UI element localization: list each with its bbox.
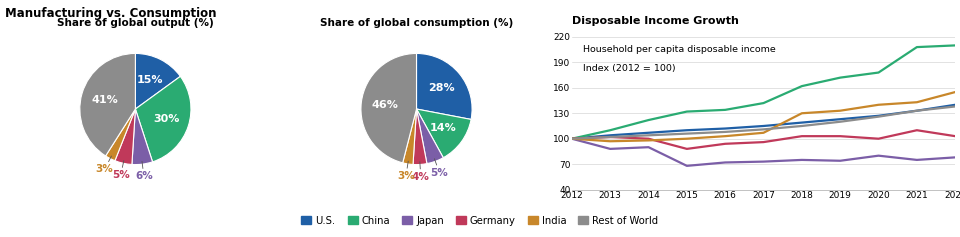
Text: 3%: 3%	[96, 156, 113, 174]
Text: 41%: 41%	[91, 95, 118, 105]
Text: Disposable Income Growth: Disposable Income Growth	[572, 16, 739, 26]
Wedge shape	[106, 109, 135, 161]
Text: 15%: 15%	[136, 75, 163, 85]
Wedge shape	[132, 109, 153, 164]
Wedge shape	[402, 109, 417, 164]
Wedge shape	[135, 54, 180, 109]
Text: 30%: 30%	[153, 114, 180, 124]
Text: Manufacturing vs. Consumption: Manufacturing vs. Consumption	[5, 7, 216, 20]
Text: 28%: 28%	[428, 83, 455, 93]
Legend: U.S., China, Japan, Germany, India, Rest of World: U.S., China, Japan, Germany, India, Rest…	[298, 212, 662, 230]
Title: Share of global consumption (%): Share of global consumption (%)	[320, 18, 514, 28]
Text: 46%: 46%	[372, 100, 398, 110]
Text: 5%: 5%	[431, 159, 448, 178]
Text: 3%: 3%	[397, 161, 415, 181]
Wedge shape	[80, 54, 135, 156]
Text: 4%: 4%	[412, 162, 430, 182]
Wedge shape	[417, 54, 472, 119]
Title: Share of global output (%): Share of global output (%)	[57, 18, 214, 28]
Wedge shape	[135, 76, 191, 162]
Text: Household per capita disposable income: Household per capita disposable income	[584, 45, 776, 54]
Wedge shape	[115, 109, 135, 164]
Wedge shape	[361, 54, 417, 163]
Wedge shape	[413, 109, 427, 164]
Text: 6%: 6%	[135, 161, 153, 181]
Text: 14%: 14%	[429, 123, 456, 133]
Wedge shape	[417, 109, 444, 164]
Wedge shape	[417, 109, 471, 158]
Text: 5%: 5%	[111, 160, 130, 180]
Text: Index (2012 = 100): Index (2012 = 100)	[584, 64, 676, 73]
